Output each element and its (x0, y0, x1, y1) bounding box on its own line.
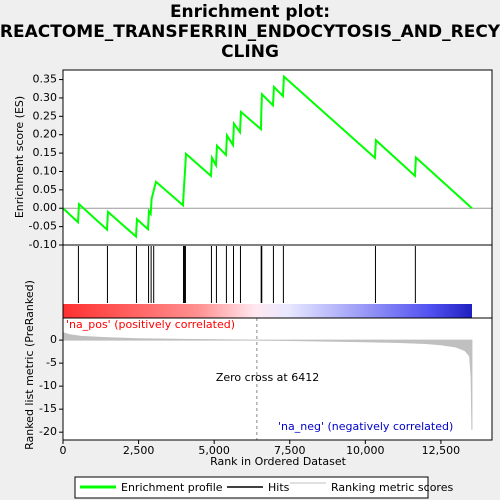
x-tick-label: 12,500 (422, 444, 461, 457)
y-tick-label: 0.10 (33, 164, 58, 177)
metric-frame (62, 317, 493, 441)
ranking-metric-area (62, 332, 473, 430)
y2-tick-label: -5 (46, 356, 57, 369)
y2-tick-label: -20 (39, 425, 57, 438)
y-tick-label: -0.05 (29, 220, 57, 233)
y-tick-label: 0.15 (33, 146, 58, 159)
title: Enrichment plot: (170, 2, 330, 22)
y-tick-label: 0.30 (33, 91, 58, 104)
y-tick-label: 0.20 (33, 128, 58, 141)
x-tick-label: 0 (60, 444, 67, 457)
y-tick-label: 0.00 (33, 201, 58, 214)
y-tick-label: 0.05 (33, 183, 58, 196)
zero-cross-label: Zero cross at 6412 (216, 371, 319, 384)
legend-label: Enrichment profile (121, 481, 223, 494)
title: CLING (221, 42, 279, 62)
x-tick-label: 2,500 (123, 444, 155, 457)
y2-tick-label: -15 (39, 402, 57, 415)
enrichment-profile (62, 74, 473, 239)
legend-label: Ranking metric scores (331, 481, 453, 494)
x-tick-label: 7,500 (274, 444, 306, 457)
y-axis-label: Enrichment score (ES) (13, 96, 26, 218)
y-tick-label: 0.35 (33, 73, 58, 86)
y2-axis-label: Ranked list metric (PreRanked) (23, 280, 36, 450)
title: REACTOME_TRANSFERRIN_ENDOCYTOSIS_AND_REC… (0, 22, 500, 42)
legend-label: Hits (268, 481, 290, 494)
color-bar (63, 304, 472, 318)
pos-label: 'na_pos' (positively correlated) (66, 318, 235, 331)
neg-label: 'na_neg' (negatively correlated) (278, 420, 453, 433)
plot-area (63, 70, 492, 440)
y-tick-label: 0.25 (33, 109, 58, 122)
y2-tick-label: -10 (39, 379, 57, 392)
y-tick-label: -0.10 (29, 238, 57, 251)
x-tick-label: 5,000 (198, 444, 230, 457)
y2-tick-label: 0 (50, 333, 57, 346)
x-tick-label: 10,000 (346, 444, 385, 457)
x-axis-label: Rank in Ordered Dataset (210, 455, 347, 468)
